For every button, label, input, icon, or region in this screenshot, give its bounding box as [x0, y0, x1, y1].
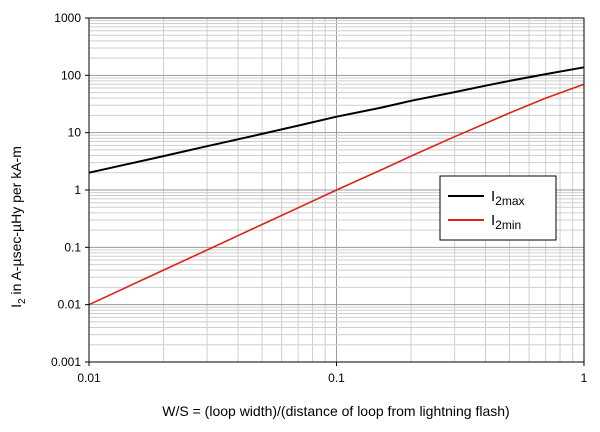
series-layer	[88, 66, 585, 306]
legend-label-i2max-subscript: 2max	[495, 194, 524, 208]
legend-box	[439, 175, 557, 241]
y-tick-label: 0.1	[64, 240, 81, 254]
series-line-i2max	[88, 66, 585, 174]
tick-labels: 0.01 0.1 1 0.001 0.01 0.1 1 10 100 1000	[51, 11, 588, 385]
legend: I2max I2min	[439, 175, 557, 241]
legend-label-i2min-base: I	[491, 212, 495, 229]
legend-label-i2min: I2min	[491, 212, 521, 232]
y-tick-label: 0.01	[58, 298, 82, 312]
x-tick-label: 0.01	[77, 371, 101, 385]
legend-label-i2max: I2max	[491, 188, 525, 208]
y-axis-title: I2 in A-µsec-µHy per kA-m	[8, 146, 28, 308]
x-tick-label: 0.1	[328, 371, 345, 385]
y-tick-label: 1000	[54, 11, 81, 25]
x-axis-title: W/S = (loop width)/(distance of loop fro…	[162, 403, 509, 419]
y-tick-label: 100	[61, 68, 81, 82]
y-axis-title-subscript: 2	[17, 298, 28, 304]
y-tick-label: 10	[68, 126, 82, 140]
x-tick-label: 1	[581, 371, 588, 385]
y-tick-label: 1	[74, 183, 81, 197]
series-line-i2min	[88, 83, 585, 306]
y-axis-title-rest: in A-µsec-µHy per kA-m	[8, 146, 24, 298]
legend-label-i2max-base: I	[491, 188, 495, 205]
legend-label-i2min-subscript: 2min	[495, 218, 521, 232]
y-axis-title-base: I	[8, 304, 24, 308]
y-tick-label: 0.001	[51, 355, 81, 369]
